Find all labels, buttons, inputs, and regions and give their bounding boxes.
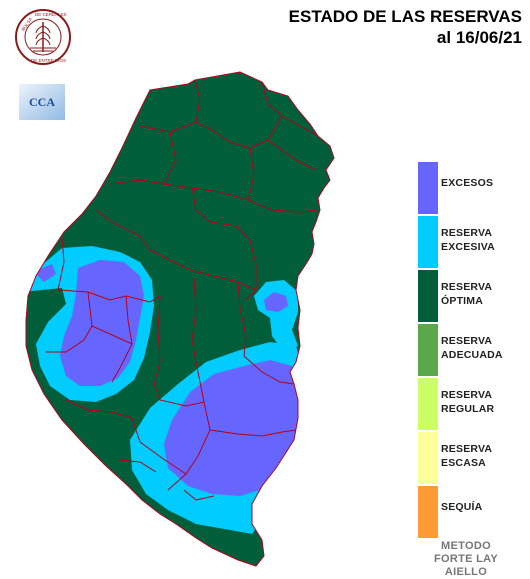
title-line-2: al 16/06/21: [436, 28, 522, 47]
legend-label: RESERVA EXCESIVA: [441, 227, 495, 253]
zone-east-excesos: [264, 292, 288, 312]
svg-text:CCA: CCA: [29, 95, 55, 109]
svg-text:DE CEREALES: DE CEREALES: [35, 12, 67, 17]
legend-swatch: [418, 162, 438, 214]
legend-swatch: [418, 378, 438, 430]
legend-swatch: [418, 486, 438, 538]
legend-swatch: [418, 270, 438, 322]
method-line-2: FORTE LAY: [433, 553, 499, 565]
method-line-3: AIELLO: [444, 566, 488, 578]
legend-swatch: [418, 324, 438, 376]
cca-logo: CCA: [19, 84, 65, 120]
legend-label: RESERVA ESCASA: [441, 443, 493, 469]
legend-label: RESERVA ÓPTIMA: [441, 281, 493, 307]
bolsa-cereales-seal-logo: BOLSA DE CEREALES DE ENTRE RIOS: [15, 9, 71, 65]
department-boundaries: [25, 71, 335, 567]
zone-west-excesos-small: [34, 264, 56, 282]
legend-label: SEQUÍA: [441, 501, 483, 513]
map-title: ESTADO DE LAS RESERVAS al 16/06/21: [289, 6, 522, 48]
method-label: METODO FORTE LAY AIELLO: [424, 540, 508, 579]
zone-southeast-excesos: [164, 360, 300, 496]
svg-text:DE ENTRE RIOS: DE ENTRE RIOS: [31, 58, 66, 63]
legend-swatch: [418, 432, 438, 484]
title-line-1: ESTADO DE LAS RESERVAS: [288, 7, 522, 26]
method-line-1: METODO: [441, 540, 491, 552]
legend-swatch: [418, 216, 438, 268]
legend-label: EXCESOS: [441, 177, 494, 189]
legend-label: RESERVA ADECUADA: [441, 335, 503, 361]
legend-label: RESERVA REGULAR: [441, 389, 495, 415]
zone-east-excesiva: [254, 280, 298, 350]
